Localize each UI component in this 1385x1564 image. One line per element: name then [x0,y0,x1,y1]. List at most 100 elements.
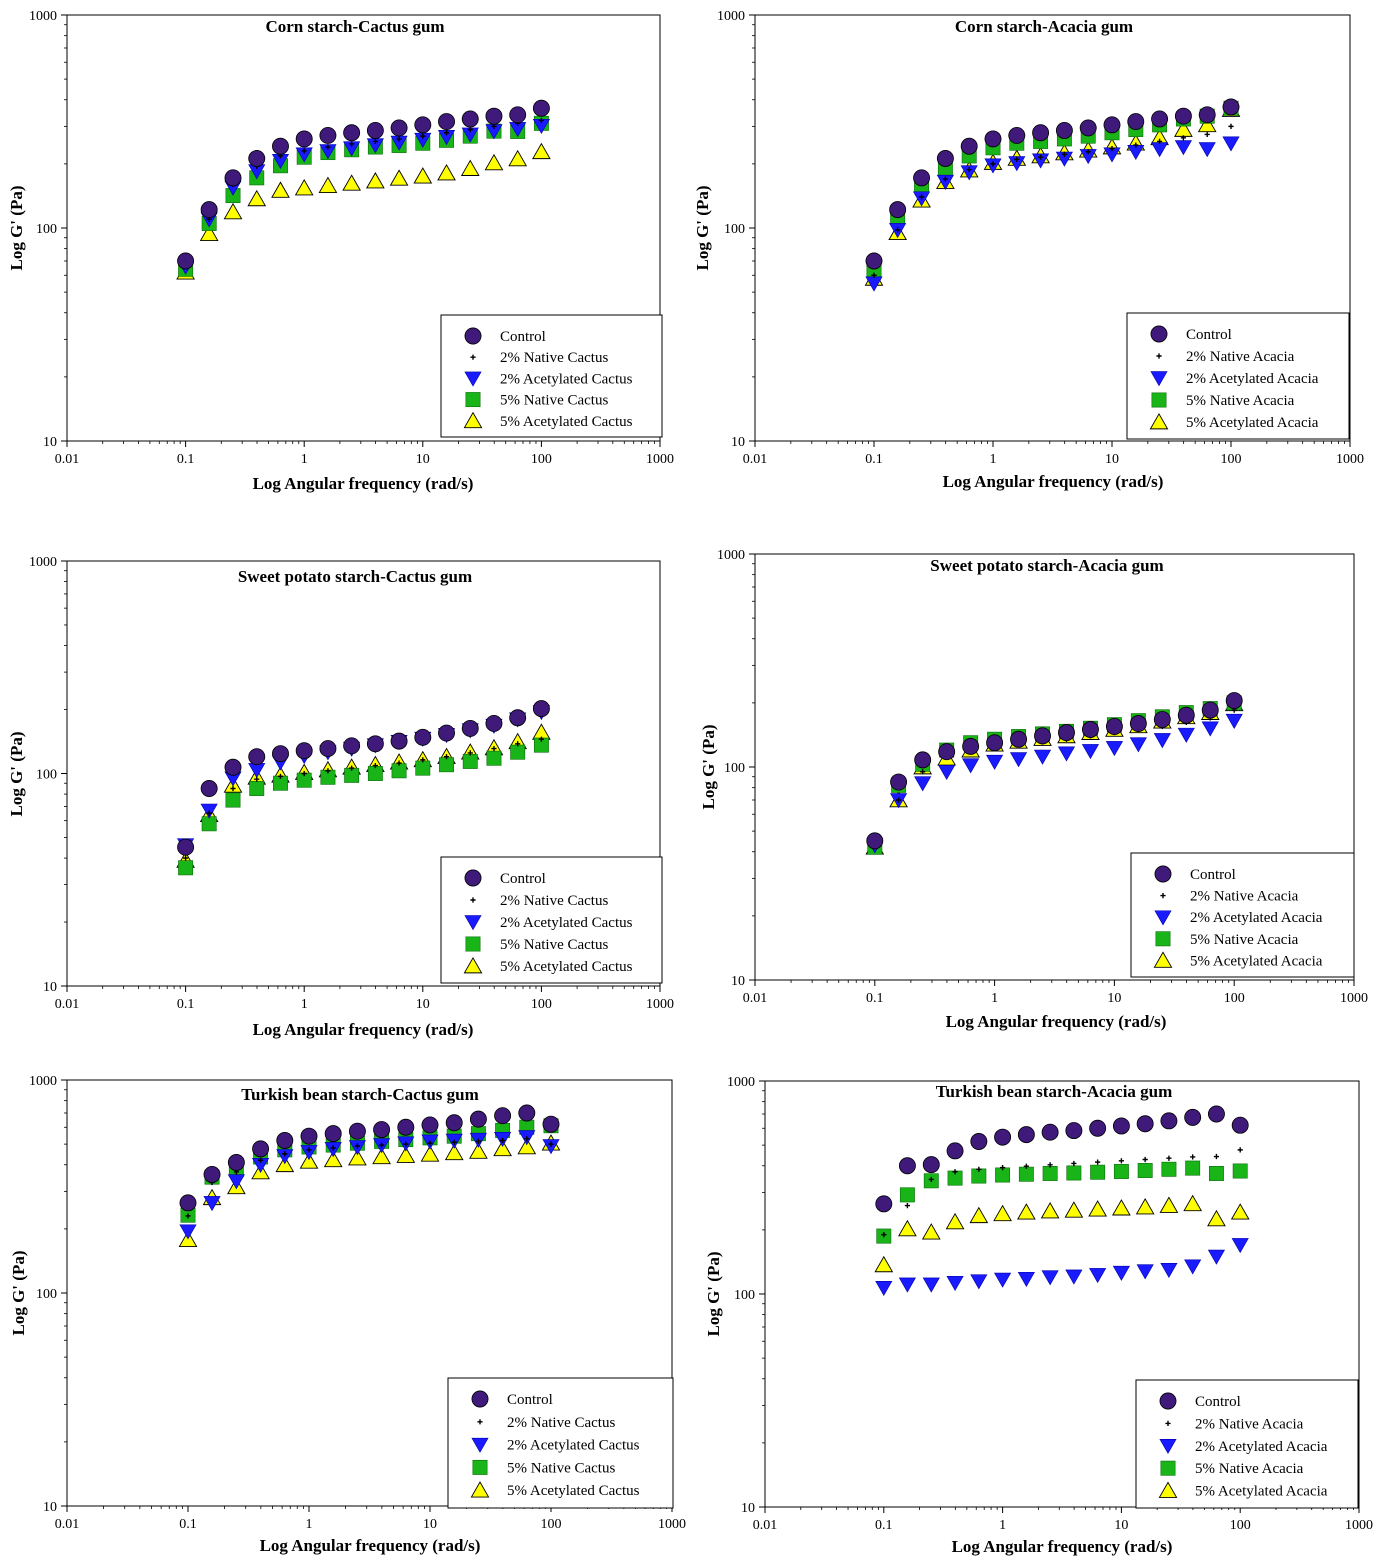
series-circle [177,99,550,270]
data-point-circle [1201,701,1219,719]
series-triangle-down [866,713,1243,854]
x-tick-label: 1 [301,452,308,467]
legend-label: 2% Native Cactus [500,893,608,909]
x-tick-label: 1000 [1336,452,1364,467]
x-tick-label: 0.1 [865,452,883,467]
data-point-circle [1127,113,1145,131]
y-tick-label: 10 [731,435,745,450]
data-point-triangle-down [914,776,932,792]
data-point-circle [485,107,503,125]
legend-marker-triangle-down [1159,1439,1177,1455]
data-point-triangle-down [1201,721,1219,737]
y-tick-label: 100 [724,761,745,776]
y-tick-label: 1000 [717,548,745,563]
series-circle [179,1104,560,1212]
data-point-plus [185,1213,191,1219]
data-point-triangle-up [469,1142,488,1159]
data-point-circle [994,1128,1012,1146]
data-point-plus [1085,149,1091,155]
chart-panel-6: 0.01 0.1 1 10 100 1000 10 100 1000 Turkish bean s… [692,1060,1385,1564]
data-point-circle [936,150,954,167]
data-point-square [1090,1164,1106,1180]
x-tick-label: 1000 [1340,991,1368,1006]
series-triangle-down [875,1238,1249,1297]
data-point-triangle-up [389,169,409,186]
legend-marker-square [465,392,481,408]
data-point-triangle-down [960,165,978,181]
data-point-triangle-down [1177,727,1195,743]
legend-marker-triangle-down [471,1437,489,1453]
data-point-plus [254,776,260,782]
x-tick-label: 100 [541,1517,562,1532]
data-point-circle [970,1133,988,1150]
x-axis-label: Log Angular frequency (rad/s) [253,1020,474,1039]
data-point-plus [1157,138,1163,145]
chart-panel-4: 0.01 0.1 1 10 100 1000 10 100 1000 Sweet potato s… [692,540,1385,1050]
data-point-circle [438,724,455,742]
y-tick-label: 100 [36,222,57,237]
data-point-triangle-down [1032,153,1050,169]
data-point-plus [301,148,307,154]
data-point-circle [485,714,503,732]
data-point-circle [319,126,337,144]
data-point-circle [1017,1126,1035,1144]
data-point-plus [396,760,402,766]
data-point-plus [420,757,426,763]
data-point-circle [1153,711,1171,729]
x-tick-label: 10 [1114,1518,1128,1533]
legend-label: 5% Native Acacia [1186,393,1295,409]
data-point-square [1137,1163,1153,1178]
data-point-triangle-down [994,1272,1012,1288]
data-point-circle [366,735,384,753]
legend-label: 2% Acetylated Acacia [1190,910,1323,926]
data-point-circle [1010,730,1028,748]
series-circle [177,700,550,856]
x-tick-label: 0.01 [55,997,80,1012]
data-point-triangle-down [1041,1270,1059,1286]
data-point-square [415,760,431,776]
data-point-plus [467,750,473,756]
legend-marker-triangle-up [470,1481,490,1498]
legend-label: Control [500,871,546,887]
data-point-plus [306,1147,312,1153]
legend-marker-plus [1160,893,1166,899]
data-point-circle [1151,110,1169,128]
data-point-plus [1180,135,1186,141]
data-point-circle [177,252,195,270]
data-point-circle [300,1127,318,1145]
x-tick-label: 100 [531,997,552,1012]
x-tick-label: 10 [423,1517,437,1532]
data-point-circle [179,1194,197,1212]
data-point-plus [928,1176,934,1183]
data-point-plus [443,754,450,760]
data-point-triangle-up [1088,1200,1107,1217]
series-square [178,115,549,277]
data-point-circle [224,758,242,776]
legend-label: Control [500,329,546,345]
data-point-circle [1032,124,1050,142]
x-tick-label: 100 [1230,1518,1251,1533]
chart-title: Sweet potato starch-Acacia gum [930,556,1163,575]
chart-title: Turkish bean starch-Cactus gum [241,1085,479,1104]
data-point-plus [942,176,948,182]
chart-panel-5: 0.01 0.1 1 10 100 1000 10 100 1000 Turkish bean s… [0,1060,692,1564]
legend-marker-circle [1154,865,1172,883]
data-point-triangle-down [875,1280,893,1297]
data-point-plus [1166,1155,1172,1161]
legend-marker-plus [1156,353,1162,359]
data-point-plus [524,1136,530,1142]
data-point-circle [390,119,408,137]
data-point-plus [1071,1160,1077,1167]
data-point-triangle-down [1065,1269,1083,1285]
data-point-circle [922,1156,940,1174]
data-point-plus [881,1232,887,1238]
data-point-circle [962,737,980,755]
data-point-plus [183,855,189,861]
data-point-triangle-down [1198,142,1216,158]
series-circle [866,692,1243,850]
data-point-triangle-down [1008,156,1026,172]
x-axis-label: Log Angular frequency (rad/s) [946,1012,1167,1031]
data-point-plus [499,1137,506,1144]
x-tick-label: 10 [1107,991,1121,1006]
data-point-circle [1184,1108,1202,1126]
